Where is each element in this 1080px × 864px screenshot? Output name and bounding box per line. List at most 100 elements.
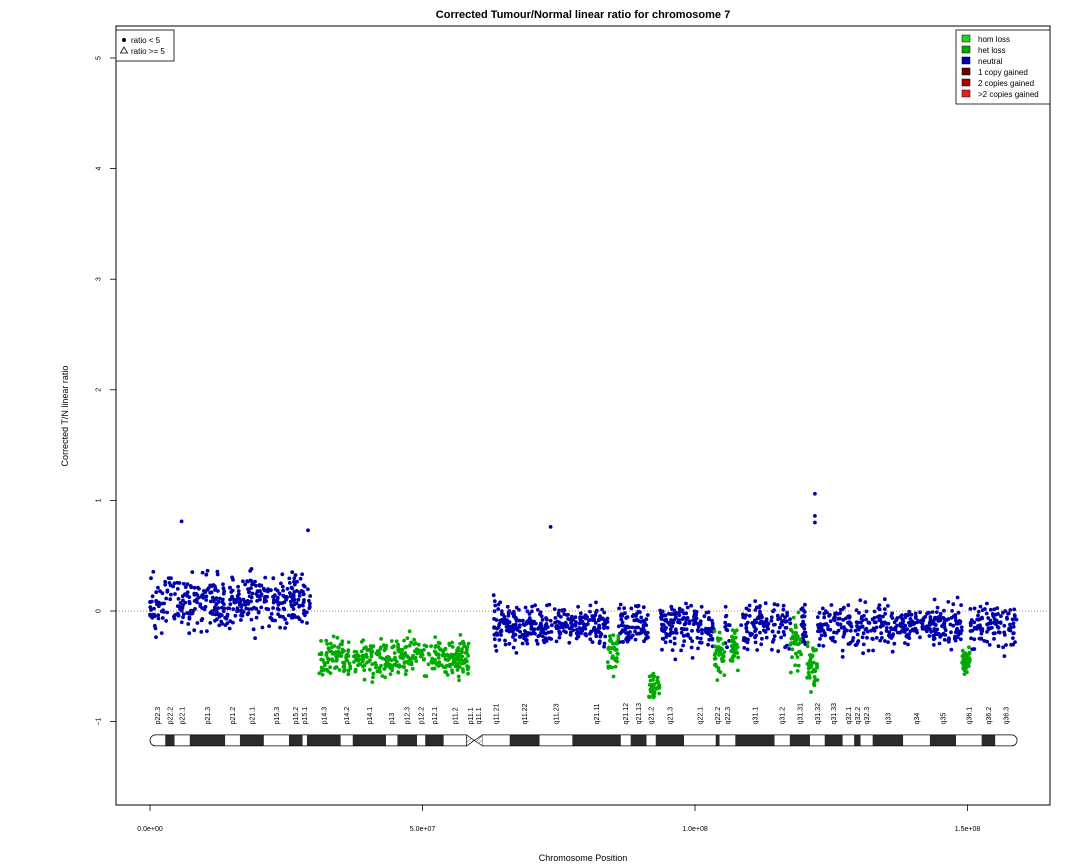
data-point bbox=[972, 606, 977, 611]
data-point bbox=[668, 639, 673, 644]
data-point bbox=[906, 642, 910, 647]
data-point bbox=[553, 616, 558, 620]
y-axis: −1 0 1 2 3 4 5 bbox=[95, 56, 117, 726]
data-point bbox=[156, 616, 161, 621]
data-point bbox=[630, 625, 635, 630]
data-point bbox=[161, 610, 166, 614]
data-point bbox=[319, 657, 324, 662]
data-point bbox=[503, 642, 508, 647]
data-point bbox=[814, 648, 818, 652]
data-point bbox=[221, 609, 226, 614]
data-point bbox=[586, 618, 591, 623]
data-point bbox=[953, 638, 958, 643]
data-point bbox=[498, 629, 503, 634]
data-point bbox=[985, 601, 989, 606]
data-point bbox=[168, 583, 173, 588]
data-point bbox=[521, 618, 525, 623]
data-point bbox=[912, 622, 916, 626]
data-point bbox=[548, 618, 553, 623]
data-point bbox=[1006, 611, 1010, 616]
data-point bbox=[952, 614, 956, 618]
data-point bbox=[682, 611, 686, 616]
data-point bbox=[821, 644, 826, 648]
data-point bbox=[860, 614, 864, 619]
data-point bbox=[369, 651, 374, 656]
data-point bbox=[436, 640, 441, 645]
data-point bbox=[602, 641, 607, 646]
data-point bbox=[965, 670, 969, 675]
data-point bbox=[789, 670, 793, 675]
ideogram-band-label: p12.3 bbox=[405, 707, 412, 725]
data-point bbox=[692, 609, 697, 614]
data-point bbox=[927, 626, 931, 631]
data-point bbox=[932, 597, 937, 602]
data-point bbox=[699, 628, 704, 632]
data-point bbox=[603, 634, 608, 639]
ideogram-band-label: p12.2 bbox=[419, 707, 426, 725]
data-point bbox=[874, 636, 879, 640]
data-point bbox=[496, 602, 501, 607]
data-point bbox=[954, 627, 959, 632]
data-point bbox=[457, 678, 461, 683]
data-point bbox=[320, 672, 325, 677]
data-point bbox=[589, 629, 593, 634]
data-point bbox=[848, 628, 853, 633]
data-point bbox=[284, 595, 289, 599]
data-point bbox=[282, 607, 287, 612]
data-point bbox=[670, 648, 675, 652]
data-point bbox=[913, 616, 918, 620]
data-point bbox=[809, 690, 813, 694]
data-point bbox=[795, 655, 800, 659]
data-point bbox=[236, 589, 241, 593]
data-point bbox=[339, 654, 344, 658]
data-point bbox=[278, 625, 282, 630]
data-point bbox=[206, 586, 211, 590]
data-point bbox=[781, 630, 786, 634]
data-point bbox=[284, 597, 288, 602]
data-point bbox=[460, 650, 464, 655]
data-point bbox=[621, 629, 625, 633]
data-point bbox=[779, 635, 783, 640]
data-point bbox=[671, 631, 676, 635]
data-point bbox=[172, 581, 177, 586]
data-point bbox=[954, 622, 959, 626]
data-point bbox=[441, 649, 445, 654]
ideogram-band-label: p14.3 bbox=[321, 707, 328, 725]
data-point bbox=[608, 634, 612, 639]
data-point bbox=[158, 589, 162, 593]
data-point bbox=[296, 597, 301, 602]
data-point bbox=[777, 625, 782, 630]
data-point bbox=[878, 638, 883, 643]
y-tick-label: 5 bbox=[95, 56, 102, 60]
data-point bbox=[497, 622, 502, 626]
data-point bbox=[936, 619, 941, 623]
data-point bbox=[884, 629, 889, 633]
data-point bbox=[863, 600, 868, 604]
data-point bbox=[511, 645, 516, 650]
data-point bbox=[230, 588, 235, 593]
data-point bbox=[557, 635, 562, 640]
data-point bbox=[327, 657, 331, 662]
data-point bbox=[280, 584, 285, 589]
data-point bbox=[501, 612, 505, 617]
data-point bbox=[179, 519, 184, 524]
data-point bbox=[415, 651, 420, 656]
data-point bbox=[208, 621, 213, 625]
ideogram-band bbox=[443, 734, 467, 746]
data-point bbox=[249, 599, 253, 604]
data-point bbox=[499, 609, 504, 614]
plot-area-frame bbox=[115, 25, 1051, 806]
data-point bbox=[959, 625, 964, 630]
data-point bbox=[564, 625, 569, 629]
data-point bbox=[322, 661, 327, 665]
data-point bbox=[527, 620, 531, 625]
data-point bbox=[168, 597, 173, 602]
data-point bbox=[325, 642, 330, 646]
data-point bbox=[263, 598, 267, 603]
data-point bbox=[750, 621, 755, 625]
y-tick-label: 4 bbox=[95, 167, 102, 171]
data-point bbox=[946, 600, 951, 604]
data-point bbox=[702, 614, 707, 619]
data-point bbox=[345, 652, 350, 657]
data-point bbox=[594, 600, 598, 605]
